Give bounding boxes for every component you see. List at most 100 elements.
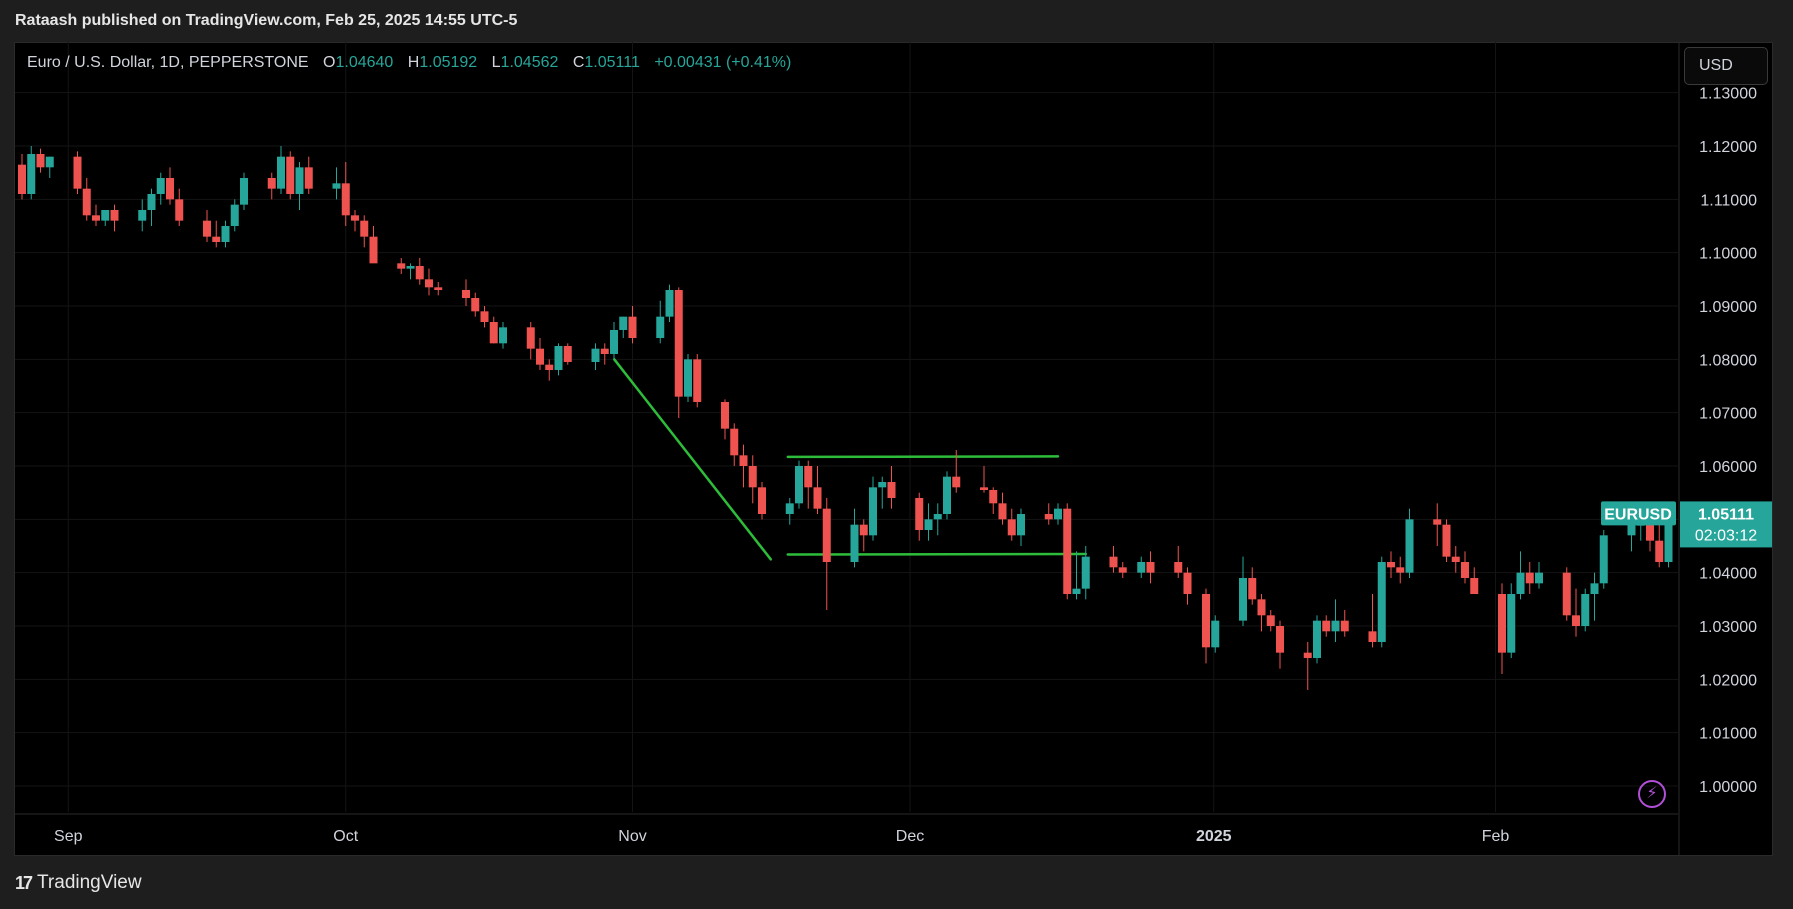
candle-body	[230, 204, 239, 226]
price-tag-value: 1.05111	[1698, 506, 1754, 523]
candle-body	[101, 209, 110, 221]
candle-body	[138, 209, 147, 221]
candle-body	[1081, 556, 1090, 589]
candle-body	[1239, 577, 1247, 621]
candle-body	[1202, 593, 1210, 648]
close-label: C	[572, 54, 585, 71]
currency-button[interactable]: USD	[1684, 47, 1768, 85]
candle-body	[434, 287, 443, 290]
candle-body	[1562, 572, 1571, 616]
candle-body	[878, 481, 887, 488]
candle-body	[1368, 631, 1377, 642]
candle-body	[933, 513, 942, 520]
candle-body	[1174, 561, 1183, 573]
candle-body	[166, 177, 174, 200]
candle-body	[462, 289, 470, 298]
candle-body	[915, 497, 924, 530]
tradingview-brand[interactable]: 17 TradingView	[15, 872, 142, 894]
candle-body	[1072, 588, 1081, 594]
candle-body	[563, 345, 572, 362]
candle-body	[471, 297, 480, 312]
candle-body	[110, 209, 119, 221]
candle-body	[1451, 556, 1460, 562]
price-tick-label: 1.03000	[1699, 619, 1757, 636]
low-value: 1.04562	[500, 54, 559, 71]
candle-body	[425, 279, 433, 288]
price-tick-label: 1.01000	[1699, 726, 1757, 743]
candle-body	[277, 156, 285, 189]
candle-body	[850, 524, 859, 562]
publisher-bar: Rataash published on TradingView.com, Fe…	[0, 0, 1793, 42]
time-tick-label: 2025	[1196, 828, 1232, 845]
candle-body	[82, 188, 91, 216]
candle-body	[730, 428, 739, 456]
drawing-annotations	[613, 358, 1087, 561]
candle-body	[369, 236, 378, 264]
open-value: 1.04640	[335, 54, 394, 71]
candle-body	[1646, 524, 1654, 541]
candle-body	[1507, 593, 1516, 653]
candle-body	[739, 455, 748, 466]
candle-body	[212, 236, 221, 242]
time-tick-label: Nov	[618, 828, 646, 845]
candle-body	[1313, 620, 1321, 658]
price-axis: 1.13000 1.12000 1.11000 1.10000 1.09000 1.080…	[1699, 86, 1757, 796]
candle-body	[18, 164, 26, 194]
price-tick-label: 1.07000	[1699, 406, 1757, 423]
last-price-tag: EURUSD 1.05111 02:03:12	[1601, 501, 1772, 548]
candle-body	[1137, 561, 1146, 573]
candle-body	[36, 153, 45, 168]
lightning-icon[interactable]: ⚡	[1638, 780, 1666, 808]
candle-body	[489, 321, 498, 344]
candle-body	[628, 316, 637, 338]
candle-body	[1516, 572, 1525, 594]
candle-body	[73, 156, 82, 189]
candle-body	[1183, 572, 1192, 594]
brand-name: TradingView	[37, 872, 142, 893]
candle-body	[998, 503, 1007, 520]
candle-body	[610, 329, 618, 354]
candle-body	[693, 359, 702, 402]
candle-body	[175, 199, 184, 221]
candle-body	[1331, 620, 1340, 632]
candle-body	[1664, 513, 1673, 562]
candle-body	[480, 311, 489, 322]
candle-body	[1442, 524, 1451, 557]
chart-grid	[15, 42, 1680, 856]
candle-body	[1627, 524, 1636, 536]
candle-body	[332, 183, 341, 189]
symbol-name[interactable]: Euro / U.S. Dollar, 1D, PEPPERSTONE	[27, 54, 309, 71]
candle-body	[684, 359, 692, 397]
candle-body	[1044, 513, 1053, 520]
high-label: H	[407, 54, 420, 71]
candle-body	[267, 177, 276, 189]
candle-body	[156, 177, 165, 194]
time-tick-label: Sep	[54, 828, 83, 845]
candle-body	[859, 524, 868, 536]
candle-body	[1525, 572, 1534, 584]
candle-body	[1109, 556, 1118, 568]
bar-countdown: 02:03:12	[1695, 527, 1757, 544]
candle-body	[1572, 615, 1580, 626]
candle-body	[943, 476, 951, 514]
candle-body	[1470, 577, 1479, 594]
candle-body	[795, 465, 803, 504]
candle-body	[1581, 593, 1590, 626]
time-axis: Sep Oct Nov Dec 2025 Feb	[54, 828, 1509, 845]
candle-body	[415, 265, 424, 280]
candle-body	[1498, 593, 1506, 653]
price-tag-bg	[1680, 501, 1772, 548]
price-tick-label: 1.04000	[1699, 566, 1757, 583]
candle-body	[989, 489, 998, 504]
price-tick-label: 1.12000	[1699, 139, 1757, 156]
candle-body	[92, 215, 100, 221]
candle-body	[1257, 599, 1266, 616]
high-value: 1.05192	[419, 54, 478, 71]
candle-body	[804, 465, 813, 488]
candle-body	[397, 263, 406, 269]
candle-body	[406, 265, 415, 269]
candle-body	[1535, 572, 1543, 584]
candle-body	[1433, 519, 1442, 525]
candle-body	[980, 487, 988, 490]
